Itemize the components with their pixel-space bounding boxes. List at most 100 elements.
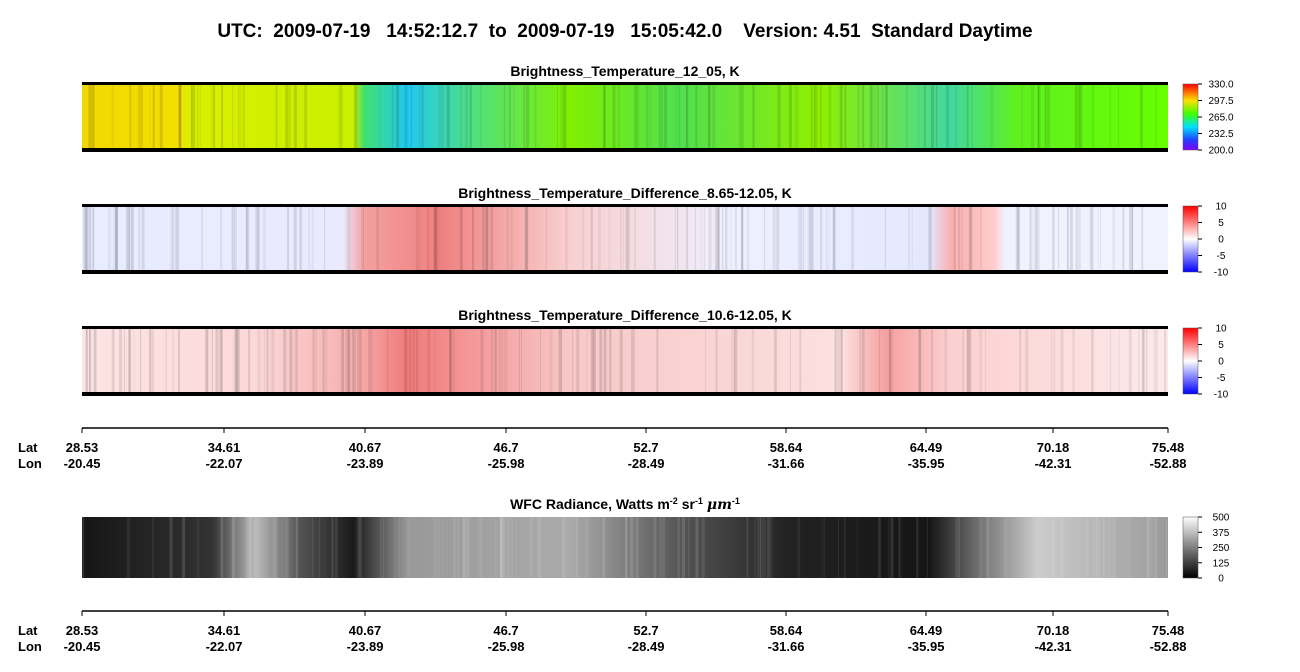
texture [201,206,203,272]
texture [877,84,879,150]
texture [348,328,352,394]
texture [410,84,412,150]
texture [885,84,888,150]
texture [980,517,983,578]
panel-title: WFC Radiance, Watts m-2 sr-1 μm-1 [510,496,740,513]
texture [911,206,913,272]
texture [172,328,175,394]
texture [906,84,908,150]
texture [127,328,131,394]
texture [634,84,638,150]
texture [603,328,607,394]
texture [409,328,411,394]
texture [434,206,437,272]
texture [435,517,438,578]
texture [797,84,799,150]
texture [438,517,441,578]
texture [284,517,287,578]
texture [632,517,635,578]
texture [715,206,719,272]
texture [510,517,514,578]
texture [957,517,959,578]
texture [231,517,234,578]
texture [1033,517,1036,578]
texture [404,84,408,150]
texture [664,84,668,150]
texture [178,84,181,150]
texture [296,517,299,578]
texture [862,84,865,150]
texture [283,328,287,394]
texture [419,206,421,272]
texture [238,84,240,150]
texture [1154,517,1157,578]
texture [608,206,610,272]
texture [1066,206,1069,272]
colorbar-label: 297.5 [1208,96,1233,107]
texture [1051,517,1055,578]
texture [620,206,622,272]
texture [1128,206,1131,272]
texture [459,84,463,150]
texture [500,517,504,578]
texture [361,206,363,272]
texture [289,328,293,394]
title-part: -1 [732,496,740,506]
texture [961,206,963,272]
texture [1148,517,1152,578]
texture [368,328,370,394]
texture [856,517,858,578]
texture [1109,84,1112,150]
texture [810,84,813,150]
texture [612,84,616,150]
texture [1129,517,1131,578]
texture [746,517,748,578]
colorbar-label: 500 [1213,513,1230,524]
texture [1100,206,1102,272]
texture [978,517,981,578]
texture [1146,517,1150,578]
texture [502,517,506,578]
texture [248,517,252,578]
texture [928,206,931,272]
texture [1003,517,1005,578]
texture [1091,328,1094,394]
texture [178,84,181,150]
texture [685,206,687,272]
texture [112,206,115,272]
texture [876,84,878,150]
texture [539,328,541,394]
texture [602,517,605,578]
texture [700,206,702,272]
texture [257,328,261,394]
texture [415,206,419,272]
texture [490,206,494,272]
texture [898,517,900,578]
texture [126,517,130,578]
texture [958,517,960,578]
texture [788,84,792,150]
texture [1081,84,1083,150]
texture [240,84,242,150]
texture [891,328,893,394]
texture [124,328,126,394]
texture [746,517,749,578]
texture [678,84,681,150]
texture [221,84,224,150]
texture [675,84,677,150]
texture [966,328,968,394]
texture [918,328,922,394]
texture [695,517,699,578]
texture [1153,328,1155,394]
texture [958,206,961,272]
texture [265,517,267,578]
texture [560,84,564,150]
texture [708,84,711,150]
texture [734,206,737,272]
texture [182,517,186,578]
colorbar [1182,83,1199,151]
texture [814,84,816,150]
texture [908,206,910,272]
texture [248,517,252,578]
texture [507,206,509,272]
